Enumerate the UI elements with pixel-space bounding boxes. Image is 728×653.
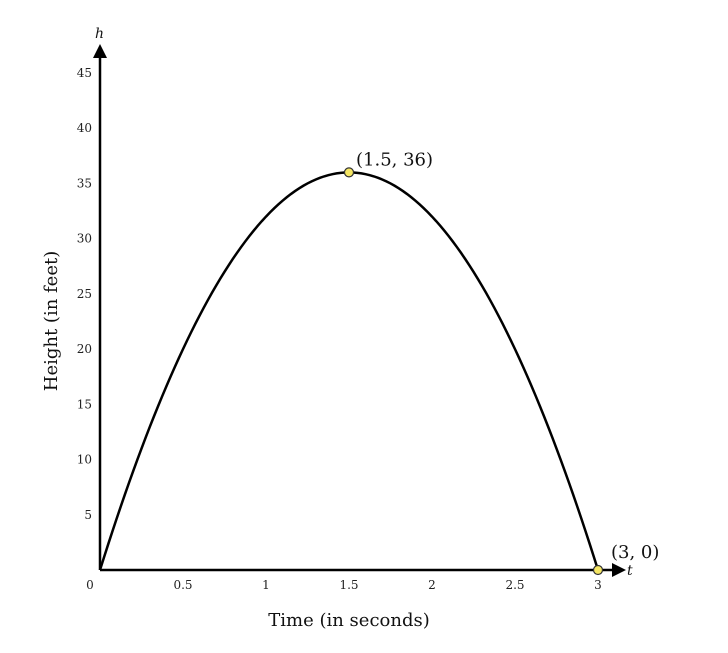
height-curve bbox=[98, 171, 600, 571]
y-tick-label: 15 bbox=[77, 397, 92, 411]
y-tick-label: 40 bbox=[77, 121, 92, 135]
point-label: (1.5, 36) bbox=[356, 149, 433, 170]
highlighted-points: (1.5, 36) (3, 0) bbox=[343, 149, 659, 576]
y-tick-label: 20 bbox=[77, 342, 92, 356]
x-axis-variable: t bbox=[627, 563, 633, 579]
y-tick-label: 10 bbox=[77, 453, 92, 467]
y-tick-label: 35 bbox=[77, 176, 92, 190]
x-tick-label: 2 bbox=[428, 578, 436, 592]
x-tick-label: 0 bbox=[86, 578, 94, 592]
point-label: (3, 0) bbox=[611, 542, 659, 563]
y-axis-title: Height (in feet) bbox=[41, 251, 62, 392]
axes bbox=[93, 44, 626, 577]
x-tick-label: 0.5 bbox=[173, 578, 192, 592]
x-tick-labels: 0 0.5 1 1.5 2 2.5 3 bbox=[86, 578, 602, 592]
y-tick-label: 45 bbox=[77, 66, 92, 80]
x-tick-label: 1 bbox=[262, 578, 270, 592]
y-tick-label: 5 bbox=[84, 508, 92, 522]
y-axis-arrowhead bbox=[93, 44, 107, 58]
x-tick-label: 1.5 bbox=[339, 578, 358, 592]
y-tick-label: 25 bbox=[77, 287, 92, 301]
point-marker bbox=[343, 167, 355, 178]
y-axis-variable: h bbox=[95, 26, 104, 42]
y-tick-labels: 5 10 15 20 25 30 35 40 45 bbox=[77, 66, 92, 522]
y-tick-label: 30 bbox=[77, 232, 92, 246]
x-axis-arrowhead bbox=[612, 563, 626, 577]
x-tick-label: 3 bbox=[594, 578, 602, 592]
x-axis-title: Time (in seconds) bbox=[268, 610, 429, 631]
point-marker bbox=[592, 564, 604, 576]
x-tick-label: 2.5 bbox=[505, 578, 524, 592]
